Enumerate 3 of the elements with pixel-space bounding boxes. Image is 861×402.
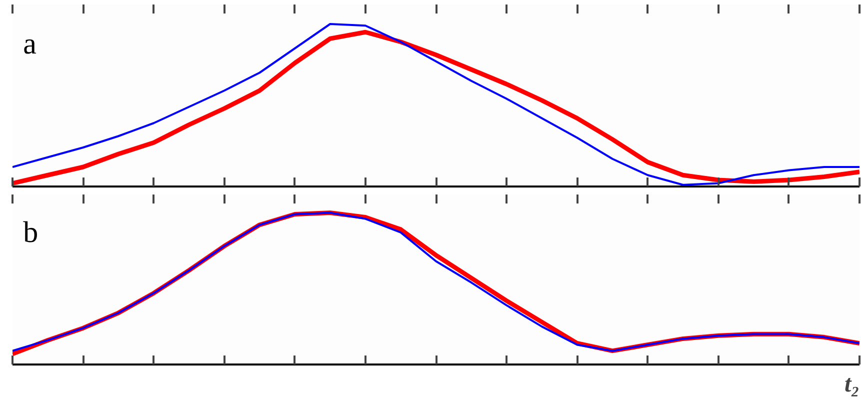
x-axis-title: t₂ xyxy=(844,372,860,398)
chart-title: b xyxy=(23,216,38,249)
chart-title: a xyxy=(23,27,36,60)
